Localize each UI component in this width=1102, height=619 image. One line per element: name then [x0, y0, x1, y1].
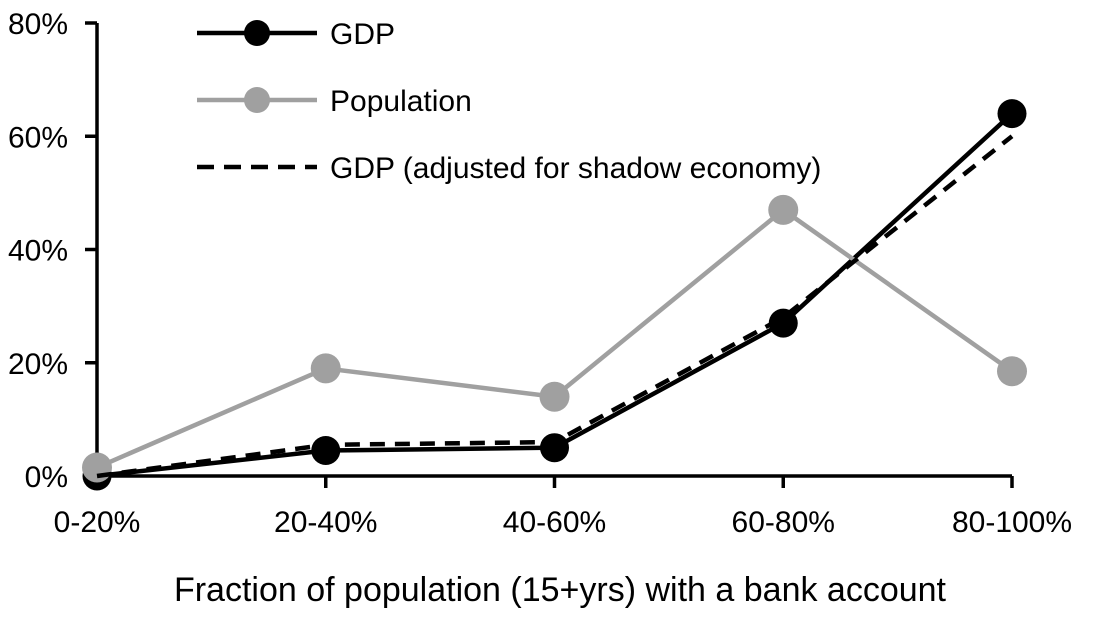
legend-item-label: GDP: [330, 18, 395, 51]
x-tick-label: 60-80%: [732, 506, 835, 539]
legend-swatch-marker: [244, 20, 270, 46]
x-tick-label: 80-100%: [952, 506, 1072, 539]
legend-item-label: Population: [330, 85, 472, 118]
x-tick-label: 20-40%: [274, 506, 377, 539]
legend-item-population: Population: [197, 85, 472, 118]
series-gdp-marker: [768, 308, 798, 338]
legend-item-gdp: GDP: [197, 18, 395, 51]
legend: GDP Population GDP (adjusted for shadow ec…: [197, 18, 821, 185]
series-gdp-adjusted-for-shadow-economy-line: [96, 134, 1014, 479]
x-tick-label: 0-20%: [54, 506, 141, 539]
x-axis-title: Fraction of population (15+yrs) with a b…: [174, 571, 947, 609]
legend-item-gdp-adjusted-for-shadow-economy: GDP (adjusted for shadow economy): [197, 152, 821, 185]
y-tick-label: 40%: [8, 235, 68, 268]
y-tick-label: 0%: [25, 461, 68, 494]
series-gdp-marker: [311, 436, 341, 466]
legend-item-label: GDP (adjusted for shadow economy): [330, 152, 821, 185]
series-gdp-marker: [997, 99, 1027, 129]
y-tick-label: 80%: [8, 8, 68, 41]
series-population-marker: [310, 353, 341, 384]
series-population-marker: [82, 452, 112, 483]
series-population: [82, 194, 1027, 483]
axes: 0% 20% 40% 60% 80% 0-20% 20-40% 40-60% 60-80% 80-…: [8, 8, 1072, 539]
series-gdp-adjusted-for-shadow-economy: [96, 134, 1014, 479]
y-tick-label: 20%: [8, 348, 68, 381]
series-population-line: [96, 207, 1014, 470]
series-gdp-marker: [540, 433, 569, 463]
legend-swatch-marker: [244, 87, 270, 113]
series-population-marker: [997, 356, 1027, 387]
y-tick-label: 60%: [8, 121, 68, 154]
series-population-marker: [768, 194, 799, 225]
series-layer: [82, 99, 1027, 491]
x-tick-label: 40-60%: [503, 506, 606, 539]
series-population-marker: [539, 381, 570, 412]
